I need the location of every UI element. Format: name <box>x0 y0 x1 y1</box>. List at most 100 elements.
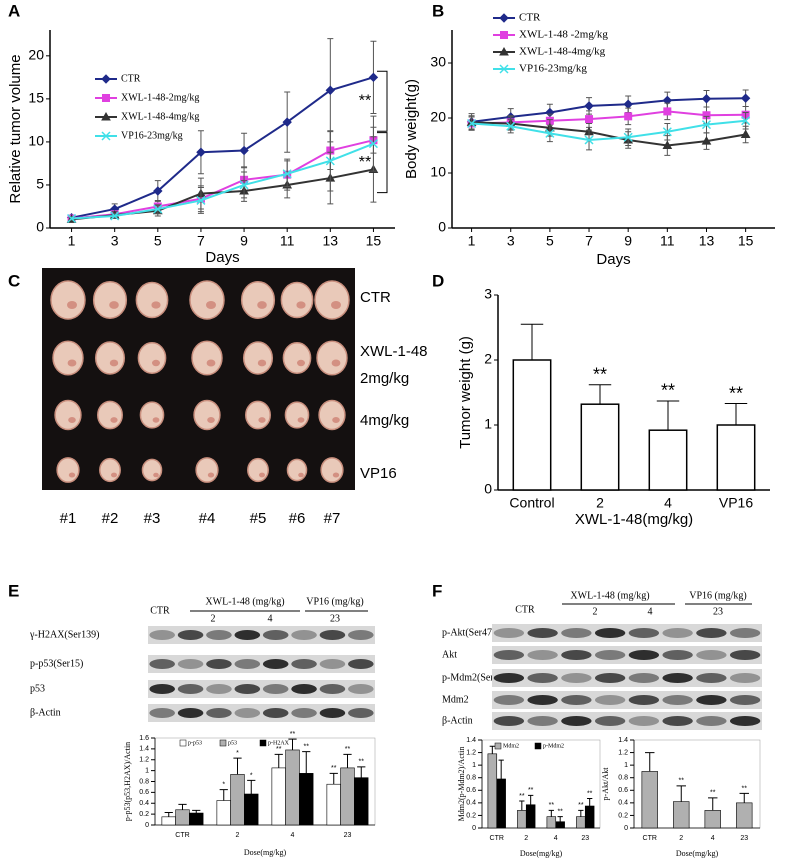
error-bar <box>557 816 563 822</box>
significance-bracket <box>377 70 388 132</box>
marker <box>196 147 206 157</box>
tumor <box>141 458 163 482</box>
bar <box>285 749 300 826</box>
x-tick-label: 9 <box>624 233 632 249</box>
marker <box>102 94 110 102</box>
blot-band <box>348 659 374 669</box>
x-tick-label: 23 <box>581 835 589 842</box>
blot-band <box>729 650 761 660</box>
error-bar <box>192 809 201 814</box>
error-bar <box>528 794 534 805</box>
error-bar <box>708 797 718 811</box>
blot-band <box>291 630 317 640</box>
blot-band <box>729 716 761 726</box>
marker <box>499 46 509 56</box>
marker <box>282 169 292 179</box>
blot-band <box>262 684 289 694</box>
bar <box>496 778 506 829</box>
blot-band <box>177 708 204 718</box>
marker <box>325 156 335 166</box>
x-tick-label: 11 <box>660 233 675 249</box>
blot-band <box>594 650 626 660</box>
x-tick-label: 11 <box>280 233 295 249</box>
tumor-spot <box>298 472 304 478</box>
x-tick-label: CTR <box>175 832 189 839</box>
marker <box>500 31 508 39</box>
blot-band <box>262 630 289 640</box>
photo-group-label: CTR <box>360 289 391 306</box>
blot-row-label: β-Actin <box>30 707 61 718</box>
tumor-spot <box>110 417 118 423</box>
y-tick-label: 0.8 <box>618 775 628 782</box>
panel-letter: E <box>8 581 19 600</box>
marker <box>153 204 163 214</box>
sample-label: #5 <box>250 510 267 527</box>
tumor-spot <box>153 472 159 478</box>
blot-band <box>527 695 558 705</box>
x-tick-label: 7 <box>585 233 593 249</box>
y-tick-label: 0.4 <box>618 800 628 807</box>
tumor-spot <box>67 359 77 367</box>
tumor-spot <box>206 359 216 367</box>
blot-band <box>348 684 374 694</box>
tumor <box>314 280 350 320</box>
blot-band <box>662 628 693 638</box>
blot-band <box>262 659 289 669</box>
blot-band <box>561 673 592 683</box>
panel-letter: B <box>432 1 444 20</box>
photo-group-label: XWL-1-48 <box>360 343 428 360</box>
tumor-spot <box>332 416 340 424</box>
tumor-spot <box>332 472 340 478</box>
marker <box>623 132 633 142</box>
tumor-spot <box>297 359 305 367</box>
significance-bracket <box>377 132 388 194</box>
y-tick-label: 20 <box>430 109 446 125</box>
tumor <box>245 400 271 430</box>
marker <box>701 94 712 104</box>
tumor <box>52 340 84 376</box>
error-bar <box>288 738 297 750</box>
x-tick-label: 3 <box>507 233 515 249</box>
blot-header: CTR <box>515 604 535 615</box>
blot-band <box>662 650 693 660</box>
marker <box>153 186 163 196</box>
tumor <box>94 341 126 375</box>
blot-band <box>628 628 660 638</box>
blot-header: 23 <box>330 613 340 624</box>
blot-strip <box>148 704 375 722</box>
y-tick-label: 1.2 <box>466 749 476 756</box>
photo-group-label: VP16 <box>360 465 397 482</box>
error-bar <box>274 753 283 768</box>
bar <box>189 812 204 826</box>
x-axis-label: XWL-1-48(mg/kg) <box>575 511 693 528</box>
bar <box>648 429 688 491</box>
tumor-spot <box>111 472 117 478</box>
blot-band <box>594 695 626 705</box>
tumor <box>50 280 86 320</box>
significance-label: * <box>222 782 225 789</box>
panel-letter: C <box>8 271 20 290</box>
error-bar <box>588 384 612 405</box>
legend-label: VP16-23mg/kg <box>121 130 183 141</box>
marker <box>101 111 111 121</box>
sample-label: #6 <box>289 510 306 527</box>
marker <box>506 121 516 131</box>
blot-band <box>319 630 346 640</box>
legend-label: p-p53 <box>188 740 202 746</box>
tumor-spot <box>206 301 216 309</box>
marker <box>740 129 751 138</box>
marker <box>662 127 672 137</box>
blot-band <box>561 695 592 705</box>
blot-row-label: p53 <box>30 683 45 694</box>
blot-row-label: p-p53(Ser15) <box>30 658 83 669</box>
bar <box>216 800 231 826</box>
bar <box>487 753 498 829</box>
blot-header: 23 <box>713 606 723 617</box>
legend-swatch <box>494 742 502 750</box>
sample-label: #3 <box>144 510 161 527</box>
blot-header: VP16 (mg/kg) <box>689 590 747 601</box>
bar <box>299 773 314 826</box>
tumor-spot <box>67 301 77 309</box>
y-axis-label: p-Akt/Akt <box>601 767 610 801</box>
